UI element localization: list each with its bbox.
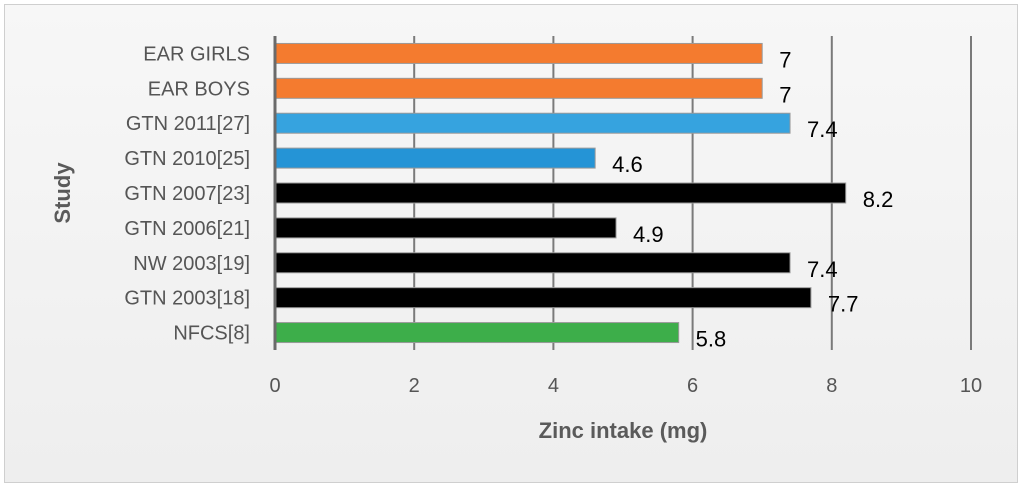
category-label: EAR BOYS <box>148 78 250 100</box>
category-label: GTN 2011[27] <box>126 113 250 135</box>
data-label: 7.4 <box>807 257 838 282</box>
bar <box>274 322 680 344</box>
bars <box>274 42 847 344</box>
category-label: EAR GIRLS <box>143 43 250 65</box>
x-tick-labels: 0 2 4 6 8 10 <box>269 375 982 397</box>
x-tick-label: 2 <box>409 375 420 397</box>
bar <box>274 252 791 274</box>
bar <box>274 182 847 204</box>
x-tick-label: 6 <box>687 375 698 397</box>
data-label: 8.2 <box>863 187 894 212</box>
data-label: 7 <box>779 82 791 107</box>
category-label: GTN 2003[18] <box>124 288 250 310</box>
x-tick-label: 0 <box>269 375 280 397</box>
bar <box>274 77 763 99</box>
category-label: NFCS[8] <box>173 323 250 345</box>
data-label: 7.4 <box>807 117 838 142</box>
data-label: 4.6 <box>612 152 643 177</box>
bar <box>274 112 791 134</box>
bar <box>274 217 617 239</box>
x-tick-label: 8 <box>826 375 837 397</box>
category-labels: EAR GIRLS EAR BOYS GTN 2011[27] GTN 2010[25… <box>124 43 250 344</box>
bar <box>274 287 812 309</box>
category-label: GTN 2010[25] <box>124 148 250 170</box>
bar <box>274 147 596 169</box>
data-label: 7 <box>779 47 791 72</box>
category-label: GTN 2007[23] <box>124 183 250 205</box>
data-label: 5.8 <box>696 327 727 352</box>
y-axis-title: Study <box>50 162 75 224</box>
bar <box>274 42 763 64</box>
data-label: 4.9 <box>633 222 664 247</box>
category-label: NW 2003[19] <box>133 253 250 275</box>
data-labels: 7 7 7.4 4.6 8.2 4.9 7.4 7.7 5.8 <box>612 47 893 351</box>
x-tick-label: 10 <box>960 375 982 397</box>
data-label: 7.7 <box>828 292 859 317</box>
category-label: GTN 2006[21] <box>124 218 250 240</box>
x-tick-label: 4 <box>548 375 559 397</box>
x-axis-title: Zinc intake (mg) <box>539 418 708 443</box>
